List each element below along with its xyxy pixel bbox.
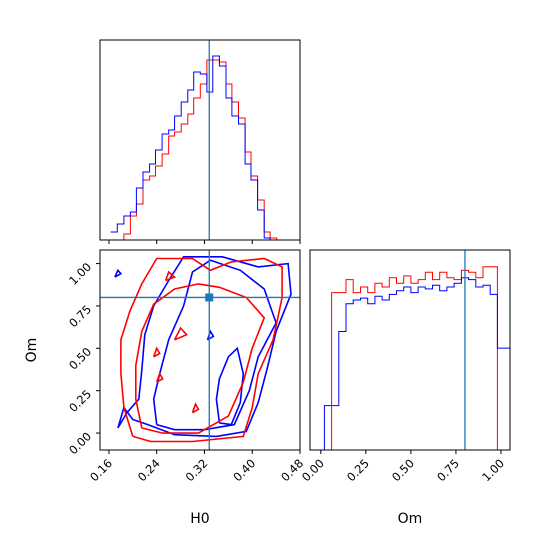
contour-red-11 — [191, 402, 200, 414]
om-y-axis-label: Om — [24, 338, 40, 363]
om-ytick-label: 0.00 — [66, 429, 94, 457]
contour-blue-3 — [114, 268, 123, 278]
om-xtick-label: 0.25 — [344, 456, 372, 484]
contour-blue-2 — [215, 346, 245, 426]
contour-blue-4 — [206, 329, 215, 341]
contour-red-5 — [120, 257, 283, 443]
om-ytick-label: 0.75 — [66, 302, 94, 330]
h0-xtick-label: 0.32 — [183, 456, 211, 484]
om-histogram-panel: 0.00 0.25 0.50 0.75 1.00 Om — [299, 249, 511, 527]
joint-truth-marker — [205, 293, 214, 302]
joint-frame — [99, 249, 301, 451]
h0-xtick-label: 0.24 — [135, 456, 163, 484]
om-xtick-label: 1.00 — [479, 456, 507, 484]
om-axis-label: Om — [398, 511, 423, 527]
h0-hist-red-series — [110, 59, 284, 241]
h0-xtick-label: 0.16 — [87, 456, 115, 484]
contour-blue-0 — [117, 255, 292, 438]
om-hist-blue-series — [310, 277, 510, 451]
h0-xtick-label: 0.40 — [230, 456, 258, 484]
contour-red-8 — [152, 346, 161, 358]
om-ytick-label: 0.25 — [66, 387, 94, 415]
om-xtick-label: 0.00 — [299, 456, 327, 484]
h0-axis-label: H0 — [190, 511, 209, 527]
om-xtick-label: 0.50 — [389, 456, 417, 484]
contour-red-9 — [155, 371, 164, 383]
contour-red-6 — [135, 283, 266, 434]
contour-red-7 — [173, 326, 188, 341]
om-hist-frame — [309, 249, 511, 451]
om-ytick-label: 0.50 — [66, 345, 94, 373]
contour-blue-1 — [152, 259, 277, 431]
h0-hist-blue-series — [110, 55, 284, 241]
h0-hist-frame — [99, 39, 301, 241]
joint-contour-panel: 0.16 0.24 0.32 0.40 0.480.000.250.500.751.00… — [24, 249, 306, 527]
joint-contours-group — [114, 255, 292, 443]
om-xtick-label: 0.75 — [434, 456, 462, 484]
om-hist-red-series — [310, 266, 510, 451]
om-ytick-label: 1.00 — [66, 260, 94, 288]
contour-red-10 — [164, 270, 177, 282]
h0-histogram-panel — [99, 39, 301, 244]
